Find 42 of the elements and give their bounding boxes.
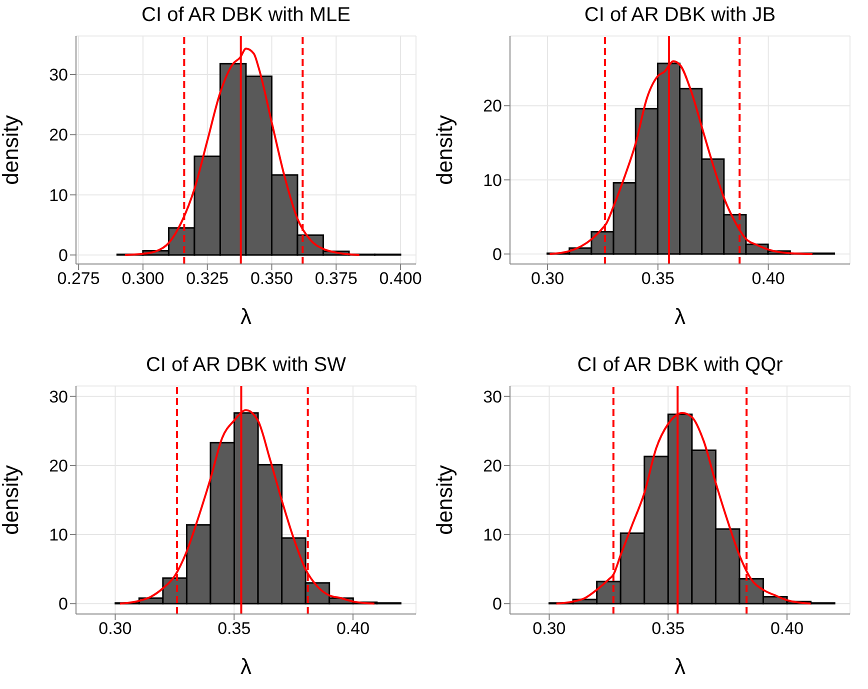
chart-title: CI of AR DBK with MLE xyxy=(140,3,352,28)
chart-title: CI of AR DBK with SW xyxy=(144,353,348,378)
chart-title: CI of AR DBK with QQr xyxy=(576,353,784,378)
x-tick-label: 0.40 xyxy=(770,619,804,638)
y-tick-label: 20 xyxy=(49,456,68,476)
x-axis-title: λ xyxy=(240,304,252,329)
x-tick-label: 0.35 xyxy=(218,619,251,638)
y-tick-label: 0 xyxy=(492,594,502,614)
x-tick-label: 0.30 xyxy=(530,269,564,288)
y-axis-title: density xyxy=(0,115,23,185)
y-tick-label: 0 xyxy=(58,594,68,614)
x-tick-label: 0.300 xyxy=(122,269,164,288)
y-tick-label: 30 xyxy=(49,66,68,85)
y-axis-title: density xyxy=(0,465,23,535)
x-tick-label: 0.275 xyxy=(57,269,100,288)
x-axis-title: λ xyxy=(674,654,686,679)
y-tick-label: 20 xyxy=(49,126,68,145)
x-tick-label: 0.35 xyxy=(641,269,674,288)
y-tick-label: 20 xyxy=(483,96,502,116)
y-tick-label: 10 xyxy=(49,186,68,205)
x-tick-label: 0.30 xyxy=(98,619,132,638)
x-tick-label: 0.40 xyxy=(752,269,785,288)
x-tick-label: 0.35 xyxy=(652,619,685,638)
y-tick-label: 0 xyxy=(492,245,502,264)
x-tick-label: 0.30 xyxy=(532,619,566,638)
x-tick-label: 0.375 xyxy=(314,269,358,288)
y-tick-label: 10 xyxy=(49,526,68,545)
y-axis-title: density xyxy=(432,115,457,185)
x-tick-label: 0.325 xyxy=(186,269,229,288)
x-axis-title: λ xyxy=(240,654,252,679)
x-axis-title: λ xyxy=(674,304,686,329)
chart-title: CI of AR DBK with JB xyxy=(583,3,777,28)
y-axis-title: density xyxy=(432,465,457,535)
y-tick-label: 20 xyxy=(483,456,502,476)
y-tick-label: 0 xyxy=(58,246,68,266)
y-tick-label: 30 xyxy=(49,387,68,406)
x-tick-label: 0.400 xyxy=(379,269,422,288)
y-tick-label: 10 xyxy=(483,170,502,190)
x-tick-label: 0.40 xyxy=(336,619,370,638)
x-tick-label: 0.350 xyxy=(250,269,294,288)
y-tick-label: 10 xyxy=(483,526,502,545)
y-tick-label: 30 xyxy=(483,387,502,406)
